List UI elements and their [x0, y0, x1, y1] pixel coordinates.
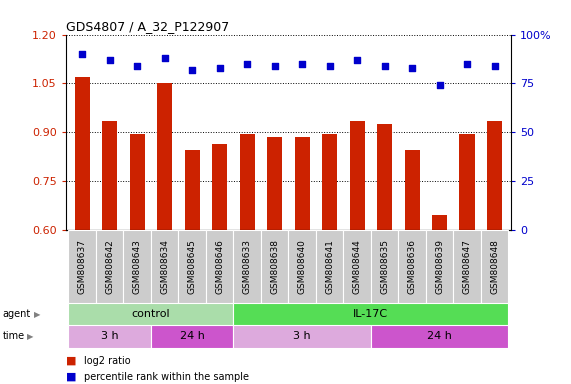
Bar	[206, 230, 234, 303]
Point	[78, 51, 87, 57]
Bar	[157, 83, 172, 230]
Text: GSM808646: GSM808646	[215, 239, 224, 294]
Bar	[432, 215, 447, 230]
Bar	[151, 230, 178, 303]
Text: GSM808640: GSM808640	[297, 239, 307, 294]
Point	[243, 61, 252, 67]
Point	[490, 63, 499, 69]
Text: GSM808645: GSM808645	[188, 239, 196, 294]
Bar	[130, 134, 144, 230]
Point	[270, 63, 279, 69]
Text: GSM808633: GSM808633	[243, 239, 252, 294]
Bar	[399, 230, 426, 303]
Bar	[69, 325, 151, 348]
Text: ■: ■	[66, 356, 76, 366]
Text: ■: ■	[66, 372, 76, 382]
Bar	[234, 303, 508, 325]
Point	[435, 82, 444, 88]
Text: GSM808642: GSM808642	[105, 239, 114, 294]
Point	[132, 63, 142, 69]
Bar	[371, 325, 508, 348]
Text: GSM808644: GSM808644	[352, 239, 361, 294]
Point	[187, 67, 196, 73]
Text: control: control	[131, 309, 170, 319]
Point	[352, 57, 361, 63]
Bar	[267, 137, 282, 230]
Text: IL-17C: IL-17C	[353, 309, 388, 319]
Bar	[96, 230, 123, 303]
Text: ▶: ▶	[27, 332, 34, 341]
Bar	[123, 230, 151, 303]
Text: GSM808643: GSM808643	[132, 239, 142, 294]
Bar	[151, 325, 234, 348]
Point	[408, 65, 417, 71]
Bar	[460, 134, 475, 230]
Text: GSM808638: GSM808638	[270, 239, 279, 294]
Bar	[69, 230, 96, 303]
Text: GSM808636: GSM808636	[408, 239, 417, 294]
Text: 24 h: 24 h	[427, 331, 452, 341]
Bar	[178, 230, 206, 303]
Bar	[349, 121, 365, 230]
Bar	[322, 134, 337, 230]
Bar	[102, 121, 117, 230]
Bar	[295, 137, 309, 230]
Text: GSM808641: GSM808641	[325, 239, 334, 294]
Text: GSM808634: GSM808634	[160, 239, 169, 294]
Text: 24 h: 24 h	[180, 331, 204, 341]
Text: GSM808648: GSM808648	[490, 239, 499, 294]
Bar	[75, 77, 90, 230]
Point	[160, 55, 169, 61]
Text: ▶: ▶	[34, 310, 41, 319]
Point	[325, 63, 334, 69]
Text: GDS4807 / A_32_P122907: GDS4807 / A_32_P122907	[66, 20, 229, 33]
Text: GSM808635: GSM808635	[380, 239, 389, 294]
Bar	[212, 144, 227, 230]
Bar	[261, 230, 288, 303]
Text: GSM808637: GSM808637	[78, 239, 87, 294]
Bar	[481, 230, 508, 303]
Bar	[240, 134, 255, 230]
Text: percentile rank within the sample: percentile rank within the sample	[84, 372, 249, 382]
Bar	[288, 230, 316, 303]
Point	[463, 61, 472, 67]
Bar	[184, 150, 200, 230]
Bar	[234, 325, 371, 348]
Bar	[487, 121, 502, 230]
Text: 3 h: 3 h	[101, 331, 118, 341]
Bar	[343, 230, 371, 303]
Bar	[377, 124, 392, 230]
Bar	[371, 230, 399, 303]
Bar	[69, 303, 234, 325]
Text: agent: agent	[3, 309, 31, 319]
Bar	[404, 150, 420, 230]
Bar	[316, 230, 343, 303]
Bar	[234, 230, 261, 303]
Point	[105, 57, 114, 63]
Text: GSM808647: GSM808647	[463, 239, 472, 294]
Text: log2 ratio: log2 ratio	[84, 356, 131, 366]
Bar	[453, 230, 481, 303]
Text: 3 h: 3 h	[293, 331, 311, 341]
Point	[380, 63, 389, 69]
Text: GSM808639: GSM808639	[435, 239, 444, 294]
Point	[215, 65, 224, 71]
Text: time: time	[3, 331, 25, 341]
Point	[297, 61, 307, 67]
Bar	[426, 230, 453, 303]
